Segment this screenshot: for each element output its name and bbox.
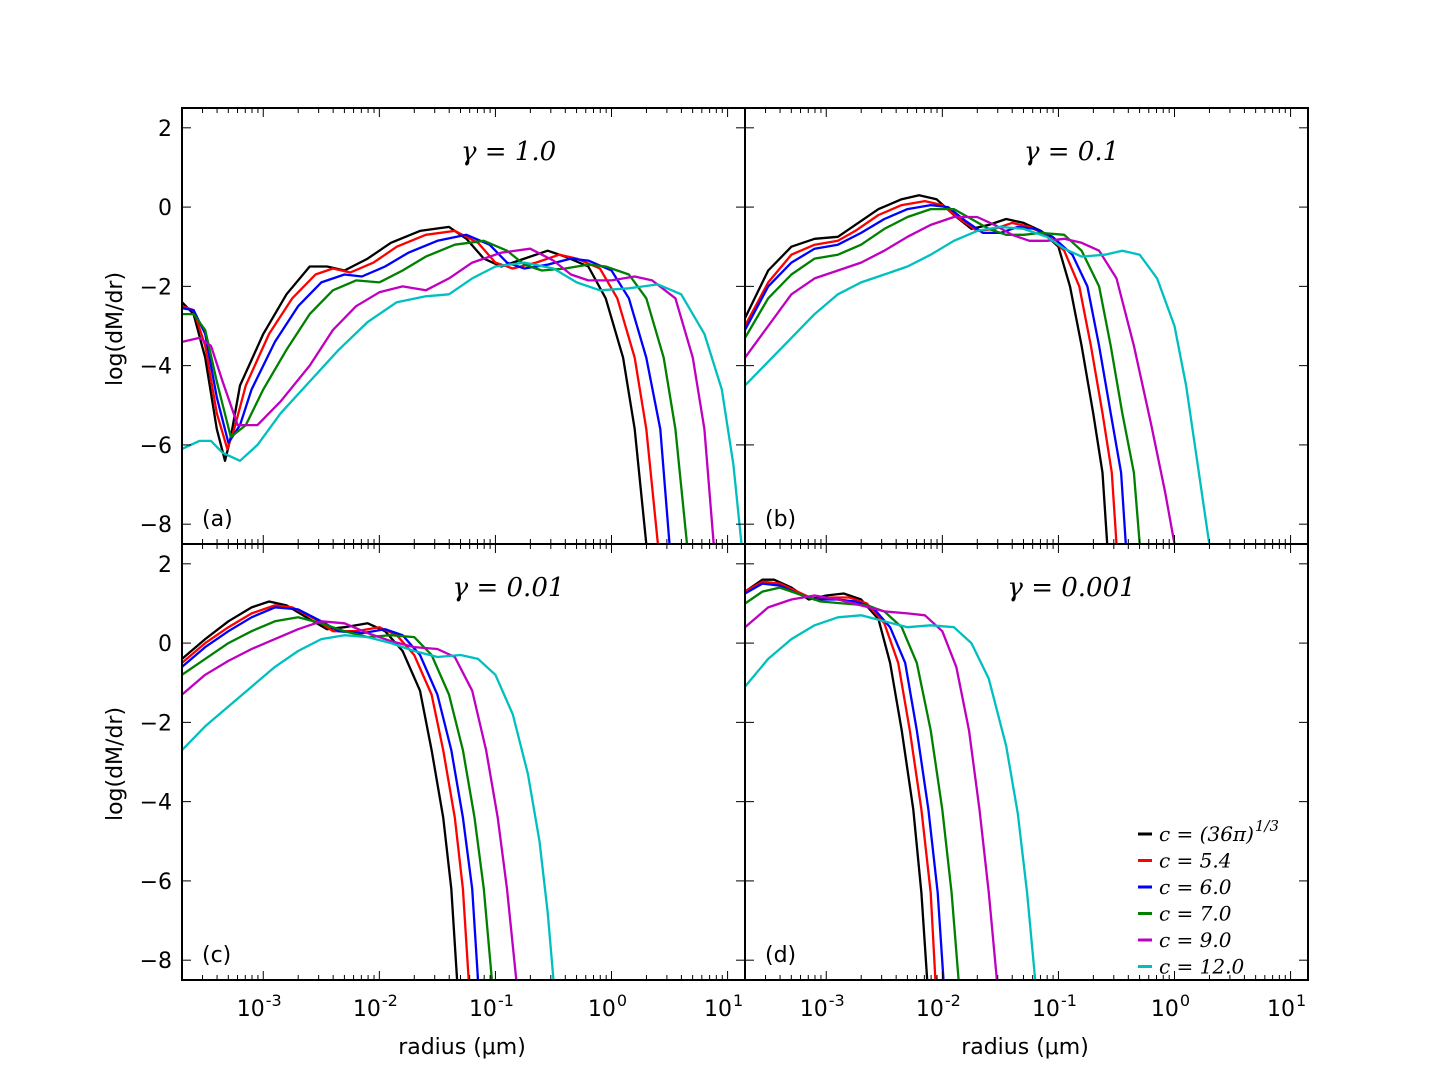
series-line-c-1 [182, 604, 470, 980]
series-line-b-2 [745, 203, 1127, 544]
legend-entry-4: c = 9.0 [1138, 928, 1232, 952]
gamma-label-c: γ = 0.01 [453, 573, 565, 603]
y-tick-label: 0 [158, 196, 172, 221]
gamma-label-d: γ = 0.001 [1007, 573, 1135, 603]
series-line-a-3 [182, 239, 689, 544]
panel-b: γ = 0.1 (b) [744, 108, 1308, 544]
y-tick-label: −6 [140, 870, 172, 895]
legend-entry-2: c = 6.0 [1138, 875, 1232, 899]
y-tick-label: −4 [140, 355, 172, 380]
panel-a: 2 0 −2 −4 −6 −8 γ = 1.0 (a) [140, 108, 745, 544]
series-line-a-0 [182, 225, 648, 544]
legend-label: c = 12.0 [1159, 955, 1244, 979]
series-line-d-0 [745, 578, 929, 980]
series-line-d-5 [745, 614, 1037, 980]
legend-label: c = 9.0 [1159, 928, 1232, 952]
legend-entry-3: c = 7.0 [1138, 902, 1232, 926]
gamma-label-b: γ = 0.1 [1024, 137, 1119, 167]
x-tick-label: 10-3 [800, 991, 845, 1022]
series-line-b-1 [745, 199, 1118, 544]
series-line-c-4 [182, 620, 518, 980]
series-line-b-3 [745, 207, 1141, 544]
y-tick-label: −8 [140, 513, 172, 538]
panel-letter-a: (a) [202, 507, 233, 532]
y-tick-label: −2 [140, 711, 172, 736]
legend-label: c = 6.0 [1159, 875, 1232, 899]
series-line-c-2 [182, 606, 480, 980]
legend-label: c = 7.0 [1159, 902, 1232, 926]
series-line-a-4 [182, 247, 715, 544]
x-axis-title-right: radius (μm) [961, 1035, 1089, 1060]
y-tick-label: −6 [140, 434, 172, 459]
y-axis-title-bottom: log(dM/dr) [103, 707, 128, 821]
series-line-b-4 [745, 215, 1176, 544]
y-tick-label: −8 [140, 949, 172, 974]
y-axis-titles: log(dM/dr) log(dM/dr) [103, 272, 128, 821]
panel-letter-d: (d) [765, 943, 796, 968]
x-tick-label: 10-1 [1032, 991, 1077, 1022]
y-tick-label: 2 [158, 117, 172, 142]
y-axis-title-top: log(dM/dr) [103, 272, 128, 386]
series-line-d-1 [745, 580, 937, 980]
panel-letter-b: (b) [765, 507, 796, 532]
y-tick-label: 0 [158, 632, 172, 657]
series-line-c-5 [182, 634, 555, 980]
frames-layer [181, 107, 1309, 981]
legend-entry-1: c = 5.4 [1138, 849, 1231, 873]
x-axis-titles: radius (μm) radius (μm) [398, 1035, 1089, 1060]
legend-label: c = 5.4 [1159, 849, 1231, 873]
panel-a-series [182, 225, 743, 544]
series-line-a-5 [182, 261, 743, 544]
y-tick-label: 2 [158, 553, 172, 578]
panel-d-series [745, 578, 1037, 980]
legend-entry-5: c = 12.0 [1138, 955, 1244, 979]
gamma-label-a: γ = 1.0 [461, 137, 556, 167]
x-tick-label: 10-2 [916, 991, 961, 1022]
y-tick-label: −4 [140, 791, 172, 816]
y-tick-label: −2 [140, 275, 172, 300]
panel-b-series [745, 194, 1211, 544]
series-line-c-0 [182, 600, 459, 980]
series-line-d-4 [745, 594, 999, 980]
panel-letter-c: (c) [202, 943, 231, 968]
x-axis-title-left: radius (μm) [398, 1035, 526, 1060]
series-line-b-5 [745, 225, 1211, 544]
panel-c-series [182, 600, 555, 980]
